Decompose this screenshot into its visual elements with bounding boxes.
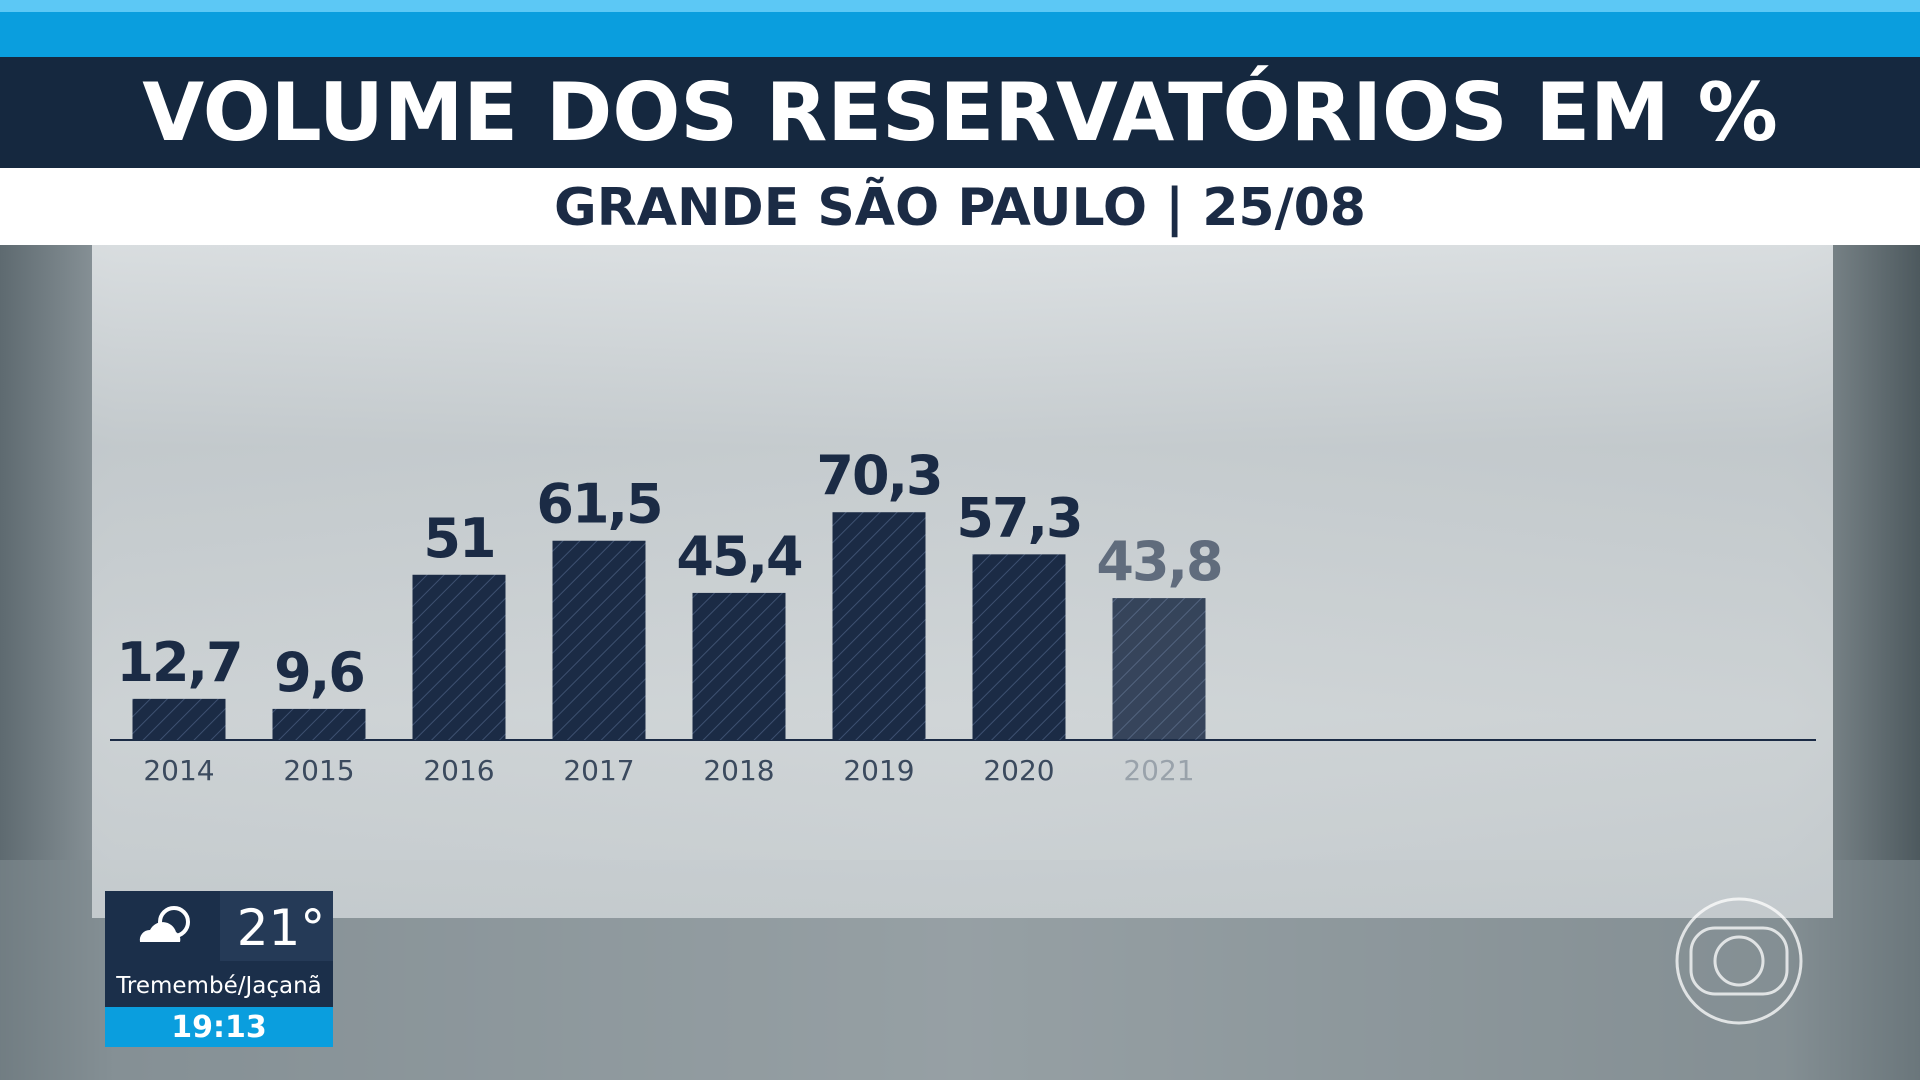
bar [552, 540, 646, 740]
title-band [0, 57, 1920, 168]
value-label: 9,6 [274, 641, 364, 704]
value-label: 57,3 [956, 486, 1081, 549]
value-label: 45,4 [676, 525, 802, 588]
x-tick-label: 2014 [143, 754, 214, 787]
logo-center [1713, 935, 1765, 987]
chart-title: VOLUME DOS RESERVATÓRIOS EM % [142, 65, 1778, 159]
top-band [0, 12, 1920, 57]
x-tick-label: 2016 [423, 754, 494, 787]
chart-panel [92, 245, 1833, 918]
x-tick-label: 2019 [843, 754, 914, 787]
value-label: 70,3 [816, 444, 941, 507]
logo-screen [1689, 926, 1789, 996]
x-tick-label: 2017 [563, 754, 634, 787]
value-label: 12,7 [116, 631, 241, 694]
x-tick-label: 2018 [703, 754, 774, 787]
weather-time: 19:13 [171, 1010, 267, 1045]
bar [272, 708, 366, 740]
bar [1112, 598, 1206, 740]
weather-temp-box [220, 891, 333, 961]
channel-logo [1675, 897, 1803, 1025]
value-label: 51 [423, 507, 494, 570]
weather-location-box [105, 961, 333, 1007]
bar [972, 554, 1066, 740]
value-label: 43,8 [1096, 530, 1221, 593]
bar [832, 512, 926, 740]
bars: 12,7 2014 9,6 2015 51 2016 61,5 2017 45,4 2018 70,… [116, 444, 1223, 787]
weather-cloud [139, 922, 181, 942]
weather-location: Tremembé/Jaçanã [115, 973, 322, 999]
logo-ring [1675, 897, 1803, 1025]
weather-widget: 21° Tremembé/Jaçanã 19:13 [105, 891, 333, 1047]
x-tick-label: 2015 [283, 754, 354, 787]
value-label: 61,5 [536, 473, 661, 536]
top-strip [0, 0, 1920, 12]
bar [692, 592, 786, 740]
subtitle-band [0, 168, 1920, 245]
chart-subtitle: GRANDE SÃO PAULO | 25/08 [554, 177, 1366, 238]
bar [132, 698, 226, 740]
x-tick-label: 2021 [1123, 754, 1194, 787]
weather-temperature: 21° [237, 899, 326, 957]
x-tick-label: 2020 [983, 754, 1054, 787]
bar [412, 574, 506, 740]
weather-time-box [105, 1007, 333, 1047]
